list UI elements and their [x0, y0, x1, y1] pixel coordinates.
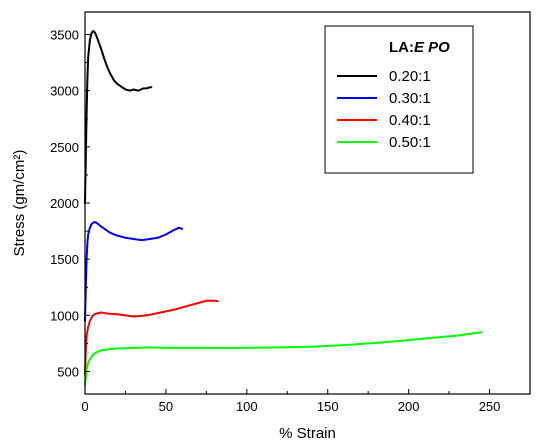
series-line-3 [84, 299, 219, 375]
legend: LA:E PO 0.20:1 0.30:1 0.40:1 0.50:1 [324, 25, 474, 174]
legend-label-1: 0.20:1 [389, 68, 431, 85]
x-tick-label: 150 [317, 399, 339, 414]
y-axis-title: Stress (gm/cm²) [11, 150, 28, 257]
axes-layer [84, 11, 531, 395]
legend-label-2: 0.30:1 [389, 90, 431, 107]
legend-box [324, 25, 474, 174]
legend-items: 0.20:1 0.30:1 0.40:1 0.50:1 [337, 68, 431, 151]
legend-title: LA:E PO [389, 39, 450, 56]
y-tick-label: 2000 [50, 196, 79, 211]
y-tick-label: 2500 [50, 140, 79, 155]
x-axis-title: % Strain [279, 425, 336, 442]
x-tick-label: 200 [398, 399, 420, 414]
series-line-1 [84, 30, 153, 204]
y-tick-label: 500 [57, 365, 79, 380]
tick-labels: 0 50 100 150 200 250 500 1000 1500 2000 2500 3000 35… [50, 27, 500, 414]
x-tick-label: 0 [81, 399, 88, 414]
y-tick-label: 3000 [50, 84, 79, 99]
legend-label-4: 0.50:1 [389, 134, 431, 151]
legend-title-plain: LA: [389, 39, 414, 56]
series-line-2 [84, 221, 184, 322]
legend-label-3: 0.40:1 [389, 112, 431, 129]
series-line-4 [84, 331, 483, 386]
x-tick-label: 250 [479, 399, 501, 414]
y-tick-label: 3500 [50, 27, 79, 42]
y-tick-label: 1500 [50, 252, 79, 267]
series-layer [84, 30, 483, 386]
x-tick-label: 100 [236, 399, 258, 414]
x-tick-label: 50 [159, 399, 173, 414]
y-tick-label: 1000 [50, 308, 79, 323]
legend-title-italic: E PO [414, 39, 450, 56]
